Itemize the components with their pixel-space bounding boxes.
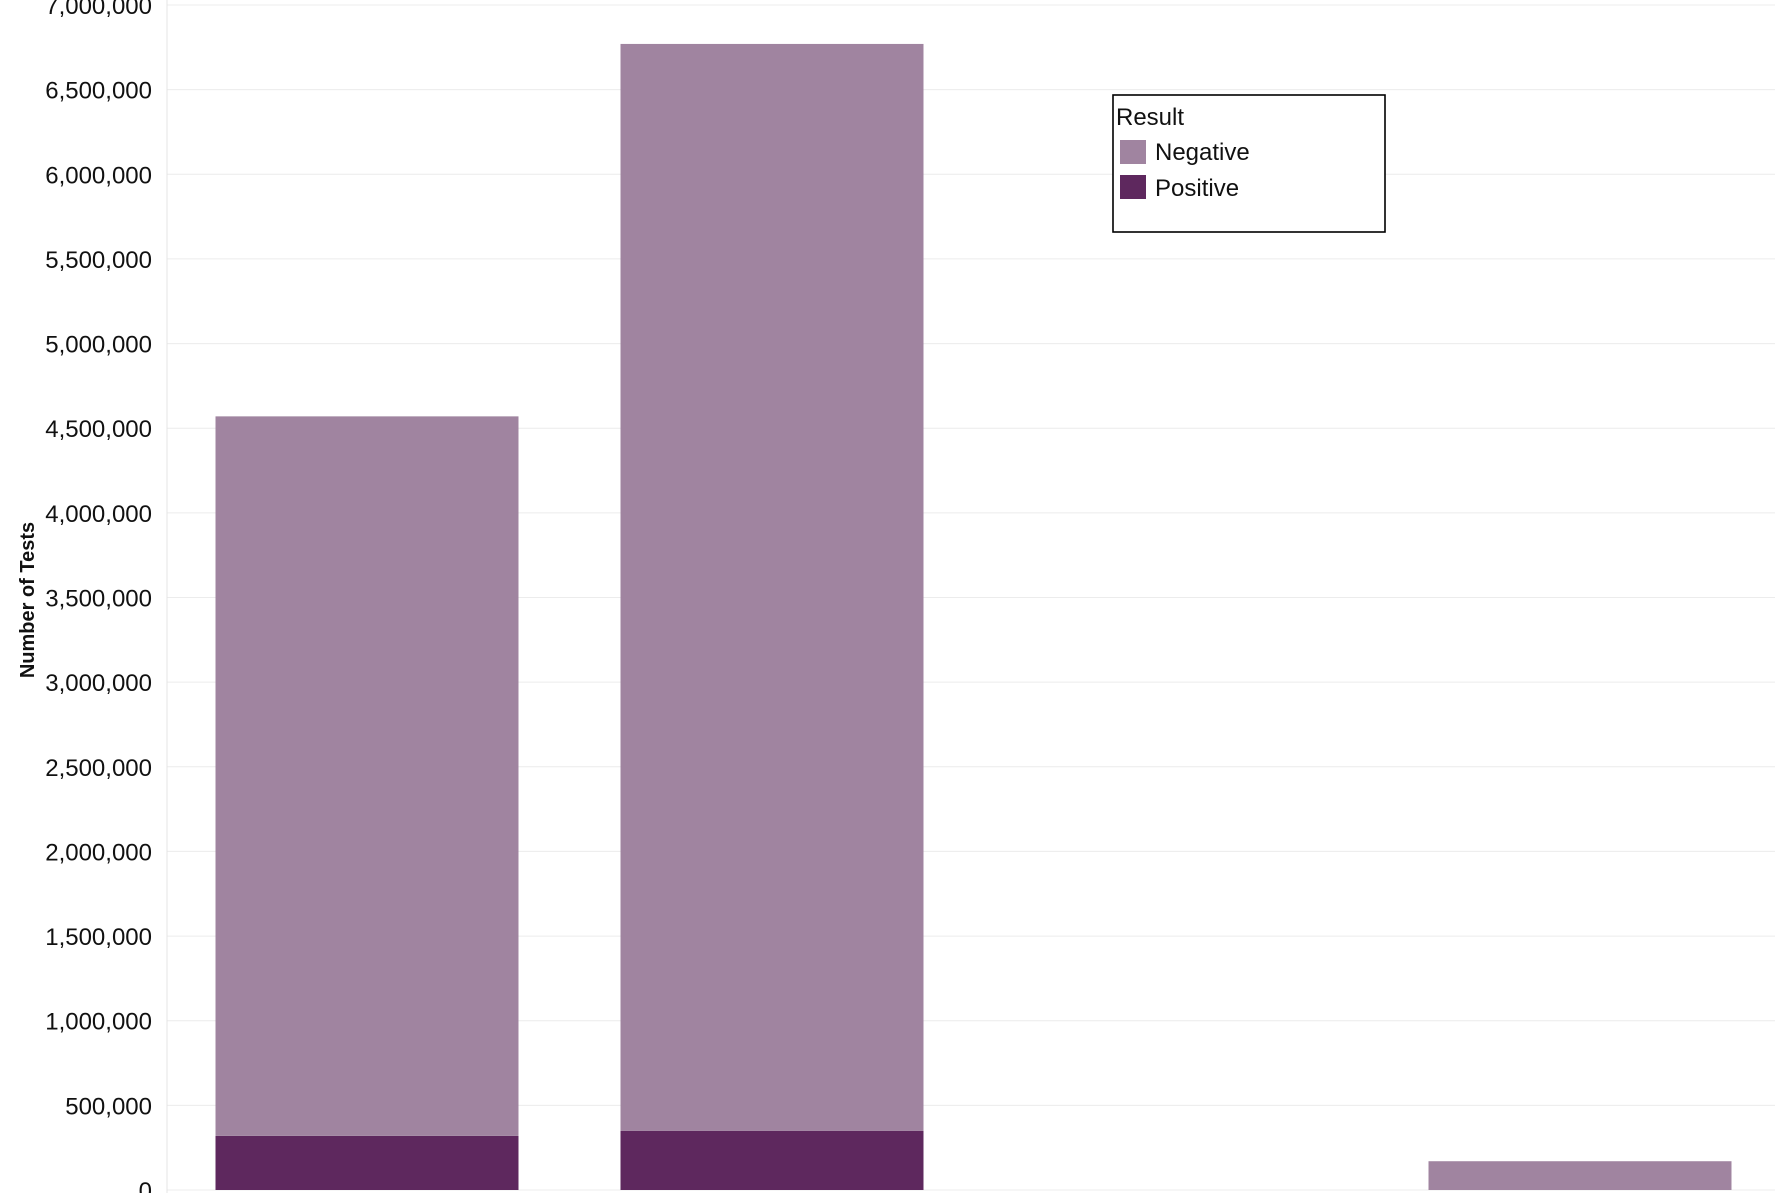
legend-label-positive: Positive [1155,175,1239,202]
y-tick-label: 7,000,000 [45,0,152,20]
y-tick-label: 1,500,000 [45,924,152,951]
y-tick-label: 3,500,000 [45,586,152,613]
legend-title: Result [1116,104,1184,131]
y-axis-ticks: 0 500,000 1,000,000 1,500,000 2,000,000 2,500… [45,0,152,1193]
legend-swatch-positive [1120,175,1146,199]
y-tick-label: 5,000,000 [45,332,152,359]
bar-positive-1 [215,1135,519,1190]
bar-positive-2 [620,1130,924,1190]
bar-negative-4 [1428,1161,1732,1190]
y-tick-label: 6,000,000 [45,162,152,189]
legend-label-negative: Negative [1155,139,1250,166]
legend: Result Negative Positive [1112,94,1386,233]
y-tick-label: 6,500,000 [45,78,152,105]
y-tick-label: 2,500,000 [45,755,152,782]
legend-swatch-negative [1120,140,1146,164]
y-tick-label: 0 [139,1178,152,1193]
y-tick-label: 3,000,000 [45,670,152,697]
y-tick-label: 1,000,000 [45,1009,152,1036]
bar-negative-1 [215,416,519,1136]
y-tick-label: 2,000,000 [45,839,152,866]
y-tick-label: 5,500,000 [45,247,152,274]
y-tick-label: 4,500,000 [45,416,152,443]
y-tick-label: 4,000,000 [45,501,152,528]
legend-box [1112,94,1386,233]
bars [215,43,1732,1190]
bar-negative-2 [620,43,924,1131]
y-axis-title: Number of Tests [17,522,39,678]
y-tick-label: 500,000 [65,1093,152,1120]
